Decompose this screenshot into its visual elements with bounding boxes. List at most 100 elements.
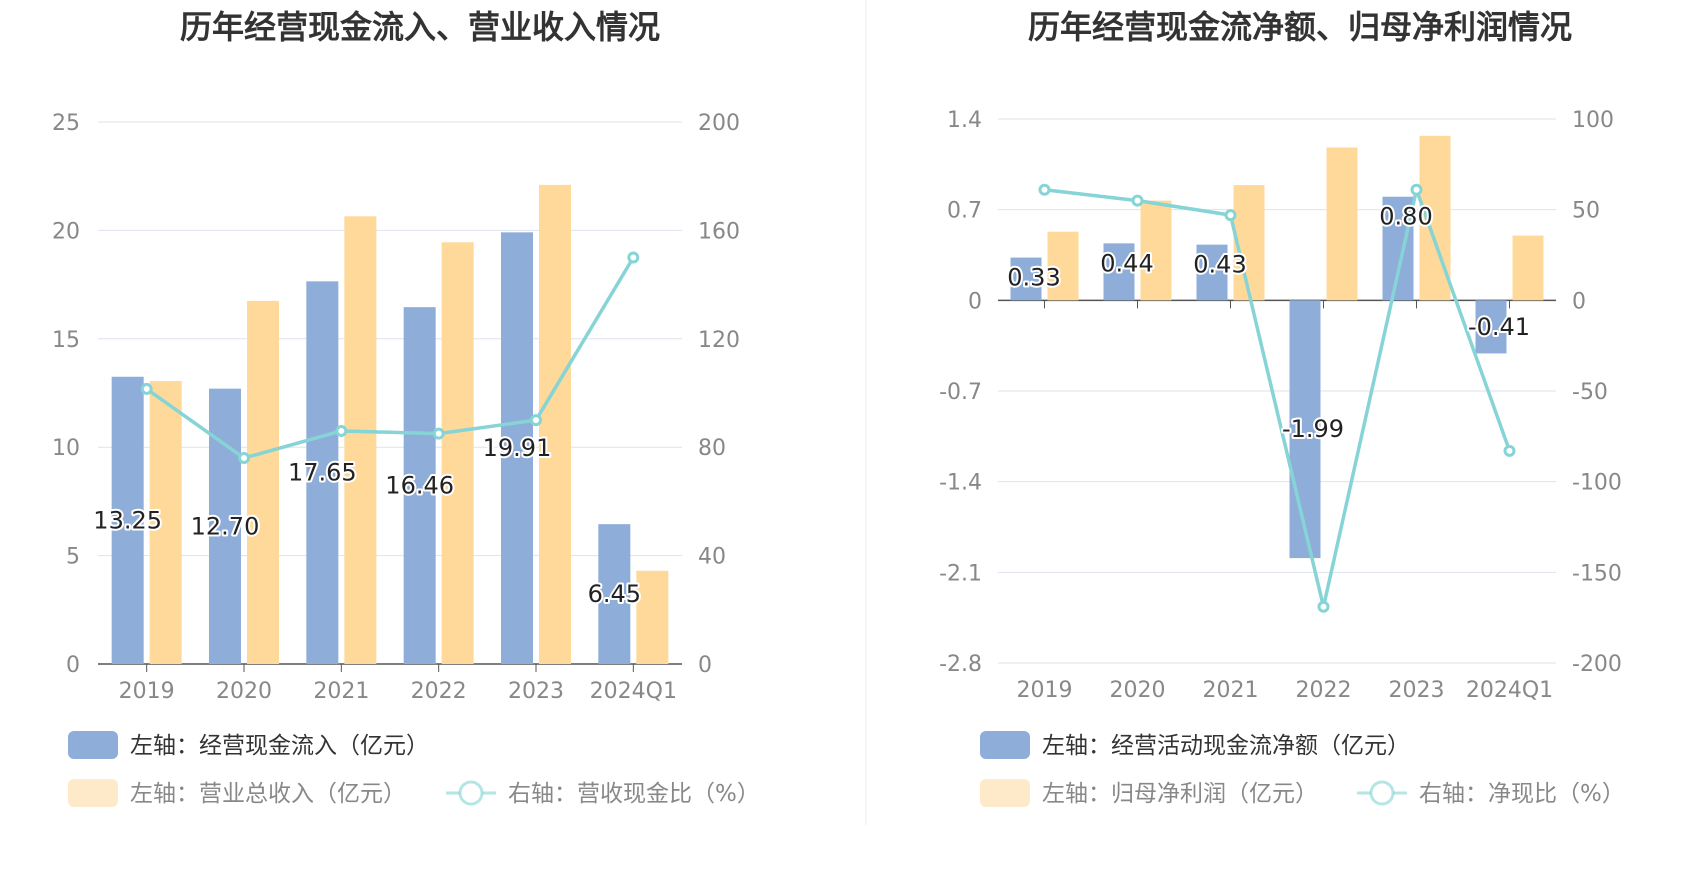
chart-2-bar-primary	[1289, 300, 1321, 559]
chart-2-bar-secondary	[1512, 235, 1544, 301]
chart-2-x-label: 2022	[1296, 678, 1352, 703]
chart-1-right-tick: 40	[698, 545, 726, 570]
chart-2-bar-secondary	[1047, 231, 1079, 301]
chart-1-x-label: 2020	[216, 679, 272, 704]
chart-1-line-point	[140, 382, 153, 395]
chart-1-bar-primary	[501, 232, 533, 664]
chart-2-bar-primary	[1196, 244, 1228, 301]
chart-1-x-label: 2019	[119, 679, 175, 704]
chart-2-left-tick: -0.7	[939, 380, 982, 405]
chart-1-left-tick: 0	[66, 653, 80, 678]
chart-2-bar-secondary	[1326, 147, 1358, 301]
chart-2-line-point	[1038, 183, 1051, 196]
chart-1-legend-line-marker	[458, 780, 484, 806]
chart-2-right-tick: -100	[1572, 471, 1622, 496]
chart-1-left-tick: 15	[52, 328, 80, 353]
chart-2-right-tick: 100	[1572, 108, 1614, 133]
chart-2-bar-primary	[1475, 300, 1507, 354]
chart-1-data-label: 12.70	[191, 512, 260, 540]
chart-2-line-series	[1044, 183, 1512, 608]
chart-1-legend-label: 右轴：营收现金比（%）	[508, 781, 760, 807]
chart-2-left-tick: 0.7	[947, 199, 982, 224]
chart-1-right-tick: 80	[698, 436, 726, 461]
chart-1-x-label: 2021	[313, 679, 369, 704]
chart-2-right-tick: -200	[1572, 652, 1622, 677]
chart-1-line-series	[145, 256, 635, 460]
chart-1-bar-secondary	[539, 184, 571, 664]
chart-1-legend-label: 左轴：经营现金流入（亿元）	[130, 733, 429, 759]
chart-2-x-label: 2024Q1	[1466, 678, 1553, 703]
chart-1-bar-secondary	[441, 242, 474, 664]
chart-2-data-label: 0.33	[1007, 264, 1060, 292]
chart-2-left-tick: -2.1	[939, 561, 982, 586]
chart-2-bar-primary	[1382, 196, 1414, 301]
chart-2-data-label: -0.41	[1468, 313, 1530, 341]
chart-2-x-label: 2021	[1203, 678, 1259, 703]
chart-2-data-label: 0.43	[1193, 251, 1246, 279]
chart-2-x-label: 2020	[1110, 678, 1166, 703]
chart-1-left-tick: 20	[52, 219, 80, 244]
chart-2-legend-label: 右轴：净现比（%）	[1419, 781, 1625, 807]
chart-2-line-point	[1317, 600, 1330, 613]
chart-2-line-point	[1131, 194, 1144, 207]
chart-1-right-tick: 0	[698, 653, 712, 678]
chart-2-left-tick: 1.4	[947, 108, 982, 133]
chart-1-left-tick: 10	[52, 436, 80, 461]
chart-2-x-label: 2019	[1017, 678, 1073, 703]
chart-2-bar-primary	[1010, 257, 1042, 301]
chart-1-bar-primary	[111, 376, 144, 664]
chart-1-bar-primary	[306, 281, 339, 664]
chart-2-line-point	[1410, 183, 1423, 196]
chart-2-legend-label: 左轴：经营活动现金流净额（亿元）	[1042, 733, 1410, 759]
chart-1-bar-secondary	[149, 381, 182, 664]
chart-2-data-label: 0.80	[1379, 203, 1432, 231]
chart-1-title: 历年经营现金流入、营业收入情况	[180, 8, 660, 46]
chart-1-data-label: 13.25	[93, 506, 162, 534]
chart-1-right-tick: 160	[698, 219, 740, 244]
chart-1-left-tick: 5	[66, 545, 80, 570]
chart-1-line-point	[530, 414, 542, 427]
chart-1-legend-label: 左轴：营业总收入（亿元）	[130, 781, 406, 807]
chart-1-right-tick: 200	[698, 111, 740, 136]
chart-2-line-point	[1224, 209, 1237, 222]
chart-2-data-label: 0.44	[1100, 249, 1153, 277]
chart-2-right-tick: 0	[1572, 289, 1586, 314]
chart-2-legend-line-marker	[1369, 780, 1395, 806]
chart-1-bar-primary	[209, 388, 241, 664]
chart-2-legend-swatch	[980, 731, 1030, 759]
chart-1-bar-secondary	[344, 216, 377, 665]
chart-2-line-point	[1503, 444, 1516, 457]
chart-1-line-point	[432, 427, 445, 440]
chart-2-left-tick: 0	[968, 289, 982, 314]
chart-2-right-tick: -50	[1572, 380, 1608, 405]
chart-2-x-label: 2023	[1389, 678, 1445, 703]
chart-1-x-label: 2022	[411, 679, 467, 704]
chart-2-right-tick: 50	[1572, 199, 1600, 224]
chart-1-line-point	[627, 251, 640, 264]
chart-1-left-tick: 25	[52, 111, 80, 136]
chart-1-line-point	[335, 424, 348, 437]
chart-1-bar-secondary	[636, 570, 669, 664]
chart-1-legend-swatch	[68, 779, 118, 807]
chart-1-line-point	[238, 452, 250, 465]
chart-2-bar-secondary	[1140, 200, 1172, 301]
chart-2-bar-primary	[1103, 243, 1135, 301]
chart-1-data-label: 16.46	[385, 472, 454, 500]
chart-2-legend-swatch	[980, 779, 1030, 807]
chart-1-right-tick: 120	[698, 328, 740, 353]
chart-1-bar-secondary	[247, 300, 279, 664]
chart-2-title: 历年经营现金流净额、归母净利润情况	[1028, 8, 1572, 46]
chart-1-x-label: 2023	[508, 679, 564, 704]
chart-1-data-label: 17.65	[288, 459, 357, 487]
chart-1-x-label: 2024Q1	[590, 679, 677, 704]
chart-1-bar-primary	[403, 307, 436, 664]
chart-2-left-tick: -1.4	[939, 471, 982, 496]
chart-2-legend-label: 左轴：归母净利润（亿元）	[1042, 781, 1318, 807]
chart-1-data-label: 6.45	[588, 580, 641, 608]
chart-2-left-tick: -2.8	[939, 652, 982, 677]
chart-2-data-label: -1.99	[1282, 415, 1344, 443]
chart-1-data-label: 19.91	[483, 434, 552, 462]
chart-1-bar-primary	[598, 524, 631, 664]
